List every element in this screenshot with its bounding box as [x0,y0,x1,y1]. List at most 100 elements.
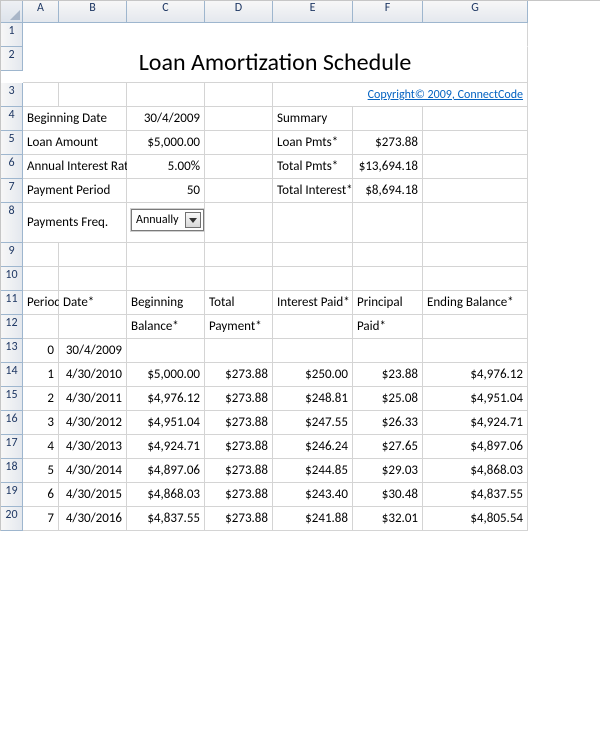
table-row[interactable]: $248.81 [273,387,353,411]
row-header-8[interactable]: 8 [1,203,23,243]
col-header-F[interactable]: F [353,1,423,23]
row-header-18[interactable]: 18 [1,459,23,483]
cell[interactable] [205,83,273,107]
cell[interactable] [423,267,528,291]
cell[interactable] [273,203,353,243]
row-header-14[interactable]: 14 [1,363,23,387]
cell[interactable] [127,243,205,267]
table-row[interactable]: 1 [23,363,59,387]
cell[interactable] [423,243,528,267]
cell[interactable] [59,315,127,339]
table-row[interactable]: $273.88 [205,435,273,459]
row-header-10[interactable]: 10 [1,267,23,291]
row-header-13[interactable]: 13 [1,339,23,363]
loan-amount-value[interactable]: $5,000.00 [127,131,205,155]
row-header-20[interactable]: 20 [1,507,23,531]
cell[interactable] [273,243,353,267]
table-row[interactable]: $4,976.12 [423,363,528,387]
cell[interactable] [127,83,205,107]
table-row[interactable]: $5,000.00 [127,363,205,387]
col-header-D[interactable]: D [205,1,273,23]
table-row[interactable] [273,339,353,363]
annual-rate-value[interactable]: 5.00% [127,155,205,179]
cell[interactable] [23,315,59,339]
cell[interactable] [423,315,528,339]
col-header-E[interactable]: E [273,1,353,23]
table-row[interactable]: $4,837.55 [127,507,205,531]
table-row[interactable]: $4,924.71 [127,435,205,459]
cell[interactable] [353,107,423,131]
payments-freq-dropdown[interactable]: Annually [131,209,204,231]
table-row[interactable] [353,339,423,363]
table-row[interactable]: $29.03 [353,459,423,483]
cell[interactable] [59,267,127,291]
cell[interactable] [423,203,528,243]
table-row[interactable]: 4/30/2013 [59,435,127,459]
cell[interactable] [423,155,528,179]
col-header-A[interactable]: A [23,1,59,23]
table-row[interactable]: $4,868.03 [423,459,528,483]
cell[interactable] [205,155,273,179]
table-row[interactable]: $273.88 [205,483,273,507]
table-row[interactable]: $25.08 [353,387,423,411]
row-header-6[interactable]: 6 [1,155,23,179]
table-row[interactable]: 6 [23,483,59,507]
table-row[interactable]: $27.65 [353,435,423,459]
table-row[interactable]: $243.40 [273,483,353,507]
table-row[interactable]: 2 [23,387,59,411]
row-header-16[interactable]: 16 [1,411,23,435]
cell[interactable] [23,83,59,107]
cell[interactable] [423,107,528,131]
table-row[interactable]: $273.88 [205,387,273,411]
cell[interactable] [59,243,127,267]
table-row[interactable]: 4/30/2015 [59,483,127,507]
table-row[interactable]: $246.24 [273,435,353,459]
table-row[interactable]: 0 [23,339,59,363]
table-row[interactable]: $244.85 [273,459,353,483]
cell[interactable] [127,267,205,291]
table-row[interactable]: $4,897.06 [423,435,528,459]
table-row[interactable]: $23.88 [353,363,423,387]
cell[interactable] [273,267,353,291]
table-row[interactable]: 4/30/2010 [59,363,127,387]
cell[interactable] [205,203,273,243]
cell[interactable] [205,131,273,155]
row-header-4[interactable]: 4 [1,107,23,131]
table-row[interactable]: 4/30/2014 [59,459,127,483]
table-row[interactable]: $247.55 [273,411,353,435]
cell[interactable] [23,267,59,291]
col-header-G[interactable]: G [423,1,528,23]
table-row[interactable]: $4,976.12 [127,387,205,411]
row-header-11[interactable]: 11 [1,291,23,315]
row-header-17[interactable]: 17 [1,435,23,459]
col-header-C[interactable]: C [127,1,205,23]
table-row[interactable] [127,339,205,363]
table-row[interactable] [423,339,528,363]
cell[interactable] [205,267,273,291]
table-row[interactable]: 4/30/2012 [59,411,127,435]
table-row[interactable]: 7 [23,507,59,531]
row-header-9[interactable]: 9 [1,243,23,267]
table-row[interactable]: $250.00 [273,363,353,387]
cell[interactable] [423,179,528,203]
table-row[interactable]: 5 [23,459,59,483]
table-row[interactable]: 4/30/2016 [59,507,127,531]
chevron-down-icon[interactable] [185,212,201,228]
select-all-corner[interactable] [1,1,23,23]
cell[interactable] [23,243,59,267]
table-row[interactable]: $273.88 [205,411,273,435]
cell[interactable] [353,267,423,291]
table-row[interactable]: 3 [23,411,59,435]
table-row[interactable]: 30/4/2009 [59,339,127,363]
cell[interactable] [353,243,423,267]
table-row[interactable]: $4,951.04 [127,411,205,435]
table-row[interactable]: $32.01 [353,507,423,531]
cell[interactable] [273,315,353,339]
table-row[interactable]: $273.88 [205,507,273,531]
table-row[interactable]: $4,837.55 [423,483,528,507]
copyright-link[interactable]: Copyright© 2009, ConnectCode [273,83,528,107]
cell[interactable] [205,243,273,267]
table-row[interactable]: $26.33 [353,411,423,435]
cell[interactable] [423,131,528,155]
cell[interactable] [205,107,273,131]
